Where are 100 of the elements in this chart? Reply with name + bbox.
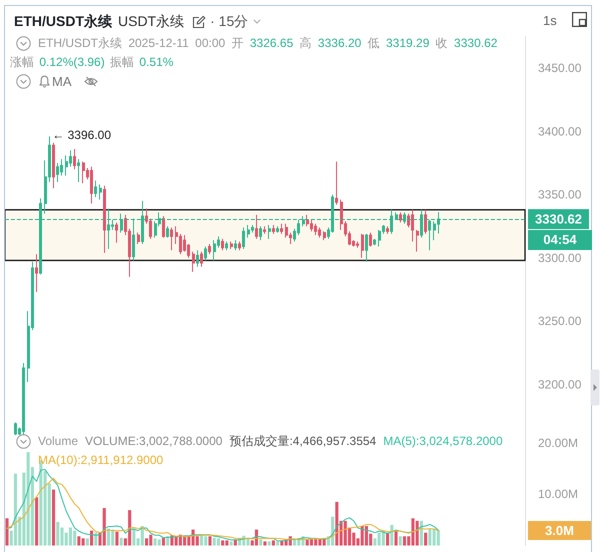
bar (360, 526, 364, 546)
bar (424, 532, 428, 546)
bar (68, 528, 72, 546)
candlestick (137, 232, 140, 244)
bar (390, 524, 394, 546)
bar (432, 528, 436, 546)
candlestick (90, 166, 93, 204)
bar (378, 532, 381, 546)
candlestick (416, 230, 419, 252)
candlestick (94, 180, 97, 198)
candlestick (221, 238, 224, 251)
bar (411, 518, 415, 546)
candlestick (56, 162, 59, 182)
bar (128, 510, 132, 546)
candlestick (200, 251, 203, 268)
candlestick (162, 216, 165, 238)
candlestick (22, 362, 25, 436)
candlestick (213, 240, 216, 261)
annotation: 预估成交量:4,466,957.3554 (229, 434, 376, 448)
candlestick (424, 209, 427, 234)
y-tick-label: 3400.00 (538, 124, 582, 138)
chart-title: Volume (38, 434, 78, 448)
candlestick (356, 240, 359, 248)
candlestick (280, 223, 283, 234)
candlestick (259, 226, 262, 241)
bar (120, 538, 123, 546)
candlestick (196, 250, 199, 268)
y-tick-label: 3450.00 (538, 61, 582, 75)
candlestick (251, 224, 254, 234)
bar (398, 536, 402, 546)
series-label: MA(10):2,911,912.9000 (38, 452, 164, 468)
annotation: 涨幅 0.12%(3.96) 振幅 0.51% (10, 55, 174, 69)
candlestick (14, 422, 17, 436)
candlestick (318, 227, 321, 238)
candlestick (230, 240, 233, 250)
bar (158, 539, 161, 546)
ref-line-label: 3330.62 (535, 212, 582, 227)
chart-subtitle: USDT永续 (118, 12, 184, 30)
candlestick (399, 212, 402, 223)
candlestick (73, 148, 76, 170)
candlestick (82, 161, 85, 184)
candlestick (234, 240, 237, 251)
candlestick (323, 230, 326, 241)
bar (263, 541, 267, 546)
bar (153, 538, 157, 546)
y-tick-label: 3250.00 (538, 314, 582, 328)
candlestick (255, 214, 258, 240)
bar (82, 538, 85, 546)
bar (428, 528, 432, 546)
bar (344, 520, 347, 546)
candlestick (242, 227, 245, 250)
candlestick (365, 233, 368, 262)
bar (318, 539, 322, 546)
candlestick (310, 219, 313, 232)
candlestick (272, 224, 275, 234)
bar (56, 522, 60, 546)
y-tick-label: 10.00M (538, 487, 578, 502)
bar (204, 536, 208, 546)
bar (149, 534, 152, 546)
text: 3.0M (528, 520, 591, 540)
bar (364, 526, 368, 546)
chart-title: ETH/USDT永续 (14, 12, 112, 30)
candlestick (225, 240, 228, 251)
candlestick (276, 226, 279, 234)
candlestick (335, 161, 338, 206)
candlestick (65, 154, 68, 176)
candlestick (52, 142, 55, 189)
candlestick (166, 226, 169, 238)
bar (208, 536, 212, 546)
bar (144, 538, 148, 546)
text: 1s (543, 13, 557, 29)
y-tick-label: 3200.00 (538, 378, 582, 392)
candlestick (208, 243, 211, 255)
bar (225, 540, 228, 546)
bar (111, 530, 114, 546)
bar (200, 535, 204, 546)
bar (115, 532, 119, 546)
bar (272, 540, 275, 546)
candlestick (35, 254, 38, 293)
bar (77, 536, 80, 546)
bar (394, 530, 398, 546)
text: 04:54 (528, 230, 592, 250)
y-tick-label: 3300.00 (538, 250, 582, 265)
candlestick (247, 224, 250, 238)
bar (402, 536, 406, 546)
bar (310, 539, 314, 546)
y-tick-label: 3350.00 (538, 188, 582, 202)
bar (230, 541, 233, 546)
candlestick (314, 223, 317, 236)
candlestick (192, 251, 195, 272)
bar (35, 497, 38, 546)
bar (14, 474, 18, 546)
bar (212, 538, 216, 546)
bar (102, 508, 106, 546)
y-tick-label: 20.00M (538, 436, 578, 450)
bar (86, 538, 89, 546)
bar (106, 528, 110, 546)
bar (314, 539, 318, 546)
text: MA(5):3,024,578.2000 (383, 434, 503, 448)
annotation: VOLUME:3,002,788.0000 (85, 434, 222, 448)
